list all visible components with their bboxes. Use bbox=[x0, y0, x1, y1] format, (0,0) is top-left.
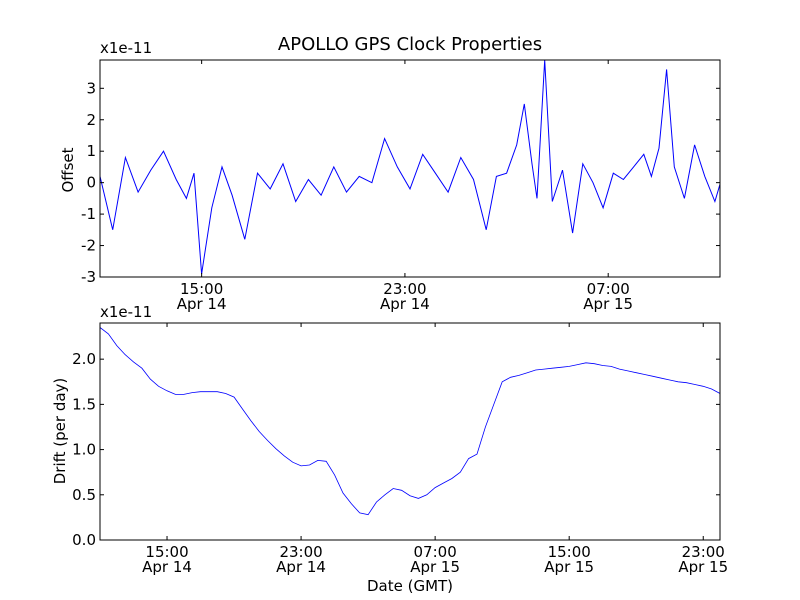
x-tick-label-time: 23:00 bbox=[279, 543, 322, 561]
y-tick-label: 0 bbox=[86, 174, 96, 192]
x-tick-label-date: Apr 15 bbox=[410, 558, 460, 576]
x-tick-label-date: Apr 14 bbox=[380, 295, 430, 313]
offset-ylabel: Offset bbox=[59, 147, 77, 192]
x-tick-label-date: Apr 15 bbox=[583, 295, 633, 313]
y-tick-label: 2 bbox=[86, 111, 96, 129]
axes-frame bbox=[99, 322, 721, 541]
drift-ylabel: Drift (per day) bbox=[51, 378, 69, 485]
y-tick-label: -3 bbox=[81, 268, 96, 286]
y-tick-label: 0.5 bbox=[72, 486, 96, 504]
series-line bbox=[100, 327, 720, 516]
x-tick-label-time: 15:00 bbox=[548, 543, 591, 561]
chart-title: APOLLO GPS Clock Properties bbox=[278, 34, 542, 55]
x-tick-label-time: 23:00 bbox=[682, 543, 725, 561]
series-line bbox=[100, 60, 720, 274]
y-tick-label: 1 bbox=[86, 142, 96, 160]
drift-xlabel: Date (GMT) bbox=[367, 577, 453, 595]
x-tick-label-date: Apr 14 bbox=[142, 558, 192, 576]
drift-multiplier: x1e-11 bbox=[100, 303, 152, 321]
drift-panel: x1e-11 Drift (per day) Date (GMT) 0.0 0.5… bbox=[51, 303, 728, 595]
x-tick-label-time: 23:00 bbox=[383, 280, 426, 298]
x-tick-label-time: 15:00 bbox=[145, 543, 188, 561]
y-tick-label: -2 bbox=[81, 237, 96, 255]
y-tick-label: 1.5 bbox=[72, 395, 96, 413]
y-tick-label: 1.0 bbox=[72, 441, 96, 459]
x-tick-label-date: Apr 14 bbox=[276, 558, 326, 576]
y-tick-label: -1 bbox=[81, 205, 96, 223]
y-tick-label: 3 bbox=[86, 79, 96, 97]
x-tick-label-time: 15:00 bbox=[180, 280, 223, 298]
x-tick-label-time: 07:00 bbox=[414, 543, 457, 561]
x-tick-label-date: Apr 15 bbox=[544, 558, 594, 576]
y-tick-label: 2.0 bbox=[72, 350, 96, 368]
x-tick-label-time: 07:00 bbox=[587, 280, 630, 298]
x-tick-label-date: Apr 14 bbox=[177, 295, 227, 313]
axes-frame bbox=[99, 59, 721, 278]
x-tick-label-date: Apr 15 bbox=[678, 558, 728, 576]
y-tick-label: 0.0 bbox=[72, 531, 96, 549]
offset-multiplier: x1e-11 bbox=[100, 39, 152, 57]
